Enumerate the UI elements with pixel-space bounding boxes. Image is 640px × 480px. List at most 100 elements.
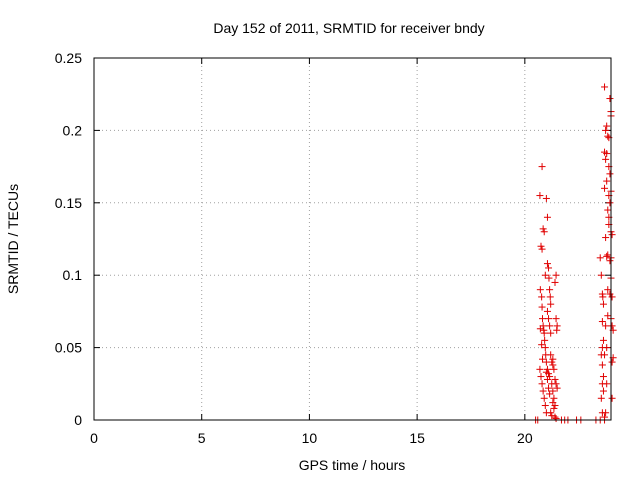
x-tick-label: 20 bbox=[517, 430, 533, 446]
data-point bbox=[549, 387, 557, 395]
data-point bbox=[539, 387, 547, 395]
data-point bbox=[536, 365, 544, 373]
data-point bbox=[598, 361, 606, 369]
data-point bbox=[543, 375, 551, 383]
data-point bbox=[597, 271, 605, 279]
x-tick-label: 0 bbox=[90, 430, 98, 446]
x-tick-label: 10 bbox=[302, 430, 318, 446]
data-point bbox=[603, 252, 611, 260]
data-point bbox=[536, 192, 544, 200]
data-point bbox=[543, 365, 551, 373]
data-point bbox=[536, 286, 544, 294]
data-point bbox=[543, 213, 551, 221]
data-point bbox=[538, 315, 546, 323]
x-tick-label: 15 bbox=[409, 430, 425, 446]
data-point bbox=[599, 300, 607, 308]
data-point bbox=[548, 412, 556, 420]
data-point bbox=[551, 413, 559, 421]
plot-frame bbox=[93, 57, 612, 421]
data-point bbox=[603, 380, 611, 388]
data-point bbox=[549, 399, 557, 407]
y-axis-label: SRMTID / TECUs bbox=[5, 184, 21, 294]
grid-layer bbox=[94, 58, 611, 420]
data-point bbox=[538, 380, 546, 388]
data-point bbox=[543, 307, 551, 315]
data-point bbox=[550, 394, 558, 402]
data-point bbox=[538, 163, 546, 171]
data-point bbox=[550, 365, 558, 373]
y-tick-label: 0 bbox=[74, 412, 82, 428]
data-point bbox=[547, 329, 555, 337]
data-point bbox=[542, 368, 550, 376]
data-point bbox=[604, 312, 612, 320]
data-point bbox=[551, 278, 559, 286]
data-point bbox=[541, 344, 549, 352]
data-point bbox=[546, 322, 554, 330]
x-tick-label: 5 bbox=[198, 430, 206, 446]
data-point bbox=[604, 286, 612, 294]
data-point bbox=[539, 225, 547, 233]
data-point bbox=[538, 355, 546, 363]
data-point bbox=[552, 415, 560, 423]
data-point bbox=[606, 257, 614, 265]
data-point bbox=[603, 344, 611, 352]
data-point bbox=[552, 315, 560, 323]
data-point bbox=[603, 122, 611, 130]
y-tick-label: 0.1 bbox=[63, 267, 83, 283]
points-layer bbox=[532, 83, 617, 424]
data-point bbox=[602, 155, 610, 163]
data-point bbox=[542, 194, 550, 202]
data-point bbox=[606, 95, 614, 103]
data-point bbox=[552, 380, 560, 388]
x-tick-labels: 0 5 10 15 20 bbox=[90, 430, 533, 446]
data-point bbox=[608, 322, 616, 330]
data-point bbox=[597, 394, 605, 402]
data-point bbox=[547, 351, 555, 359]
chart-title: Day 152 of 2011, SRMTID for receiver bnd… bbox=[213, 20, 484, 36]
data-point bbox=[604, 132, 612, 140]
data-point bbox=[599, 336, 607, 344]
data-point bbox=[537, 242, 545, 250]
data-point bbox=[548, 358, 556, 366]
data-point bbox=[538, 303, 546, 311]
data-point bbox=[545, 264, 553, 272]
data-point bbox=[538, 341, 546, 349]
data-point bbox=[545, 384, 553, 392]
data-point bbox=[599, 293, 607, 301]
data-point bbox=[603, 177, 611, 185]
data-point bbox=[538, 293, 546, 301]
y-tick-label: 0.15 bbox=[55, 195, 82, 211]
data-point bbox=[546, 390, 554, 398]
data-point bbox=[553, 326, 561, 334]
data-point bbox=[604, 251, 612, 259]
data-point bbox=[547, 409, 555, 417]
data-point bbox=[537, 373, 545, 381]
data-point bbox=[546, 286, 554, 294]
data-point bbox=[538, 245, 546, 253]
data-point bbox=[606, 170, 614, 178]
data-point bbox=[598, 318, 606, 326]
data-point bbox=[602, 234, 610, 242]
data-point bbox=[601, 83, 609, 91]
data-point bbox=[602, 322, 610, 330]
data-point bbox=[545, 315, 553, 323]
data-point bbox=[552, 271, 560, 279]
data-point bbox=[551, 375, 559, 383]
data-point bbox=[608, 394, 616, 402]
data-point bbox=[601, 351, 609, 359]
data-point bbox=[541, 271, 549, 279]
data-point bbox=[608, 293, 616, 301]
data-point bbox=[602, 409, 610, 417]
data-point bbox=[541, 402, 549, 410]
data-point bbox=[550, 404, 558, 412]
data-point bbox=[608, 358, 616, 366]
y-tick-label: 0.05 bbox=[55, 340, 82, 356]
data-point bbox=[540, 228, 548, 236]
data-point bbox=[543, 260, 551, 268]
data-point bbox=[601, 148, 609, 156]
x-axis-label: GPS time / hours bbox=[299, 457, 406, 473]
data-point bbox=[608, 231, 616, 239]
data-point bbox=[602, 126, 610, 134]
y-tick-label: 0.2 bbox=[63, 122, 83, 138]
